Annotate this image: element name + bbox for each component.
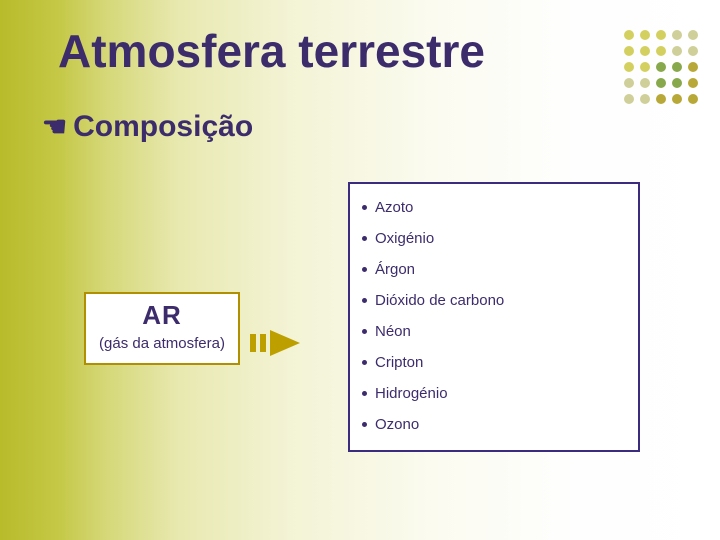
- ar-definition-box: AR (gás da atmosfera): [84, 292, 240, 365]
- arrow-connector-icon: [250, 326, 310, 360]
- gas-label: Dióxido de carbono: [375, 292, 504, 309]
- gas-item: Hidrogénio: [360, 378, 628, 409]
- gas-label: Oxigénio: [375, 230, 434, 247]
- section-heading-text: Composição: [73, 110, 253, 144]
- slide-container: Atmosfera terrestre ☚ Composição AR (gás…: [0, 0, 720, 540]
- gas-label: Azoto: [375, 199, 413, 216]
- slide-title: Atmosfera terrestre: [58, 24, 485, 78]
- gas-label: Hidrogénio: [375, 385, 448, 402]
- ar-description: (gás da atmosfera): [90, 335, 234, 353]
- gas-label: Néon: [375, 323, 411, 340]
- gas-item: Azoto: [360, 192, 628, 223]
- gas-item: Ozono: [360, 409, 628, 440]
- gas-list-box: Azoto Oxigénio Árgon Dióxido de carbono …: [348, 182, 640, 452]
- gas-item: Cripton: [360, 347, 628, 378]
- gas-label: Cripton: [375, 354, 423, 371]
- decorative-dot-grid: [624, 30, 700, 106]
- pointer-icon: ☚: [42, 113, 67, 141]
- gas-item: Oxigénio: [360, 223, 628, 254]
- section-heading: ☚ Composição: [42, 110, 253, 144]
- gas-item: Árgon: [360, 254, 628, 285]
- gas-label: Árgon: [375, 261, 415, 278]
- ar-symbol: AR: [90, 300, 234, 331]
- gas-item: Néon: [360, 316, 628, 347]
- gas-item: Dióxido de carbono: [360, 285, 628, 316]
- gas-label: Ozono: [375, 416, 419, 433]
